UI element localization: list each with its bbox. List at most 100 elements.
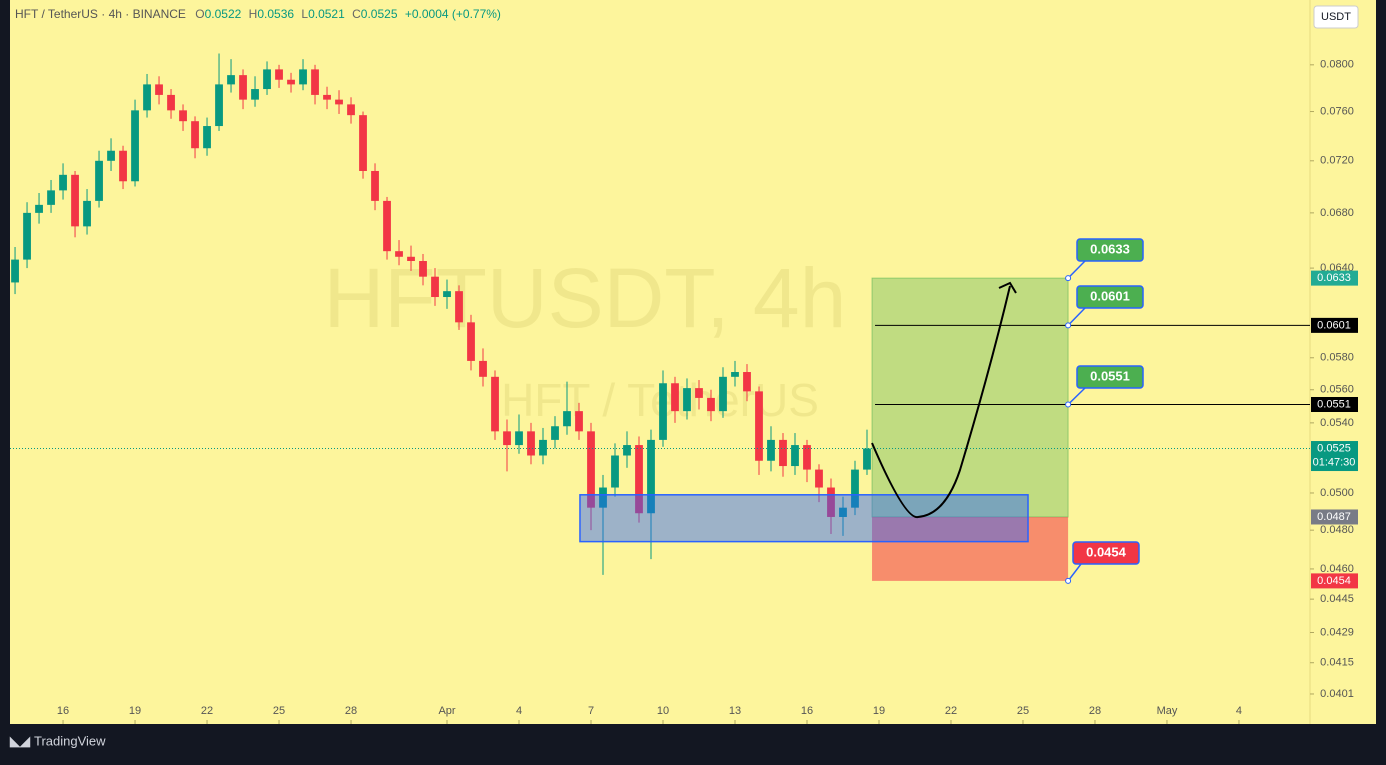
y-tick-label: 0.0760 [1320, 105, 1354, 117]
callout-box [1076, 285, 1144, 309]
c-value: 0.0525 [361, 7, 398, 21]
candle-body [539, 439, 547, 456]
candle-body [35, 204, 43, 213]
l-value: 0.0521 [308, 7, 345, 21]
x-tick-label: 13 [729, 705, 741, 717]
price-badge-label: 0.0487 [1317, 511, 1351, 523]
candle-body [455, 291, 463, 323]
candle-body [647, 439, 655, 514]
candle-body [803, 445, 811, 470]
candle-body [275, 69, 283, 80]
candle-body [839, 507, 847, 517]
callout-box [1076, 365, 1144, 389]
callout-anchor [1065, 275, 1072, 282]
candle-body [263, 69, 271, 90]
y-tick-label: 0.0680 [1320, 207, 1354, 219]
currency-button[interactable] [1313, 5, 1359, 29]
y-tick-label: 0.0560 [1320, 384, 1354, 396]
x-tick-label: 28 [345, 705, 357, 717]
candle-body [479, 360, 487, 377]
y-tick-label: 0.0500 [1320, 487, 1354, 499]
candle-body [83, 200, 91, 227]
brand[interactable]: TradingView [34, 733, 106, 748]
y-tick-label: 0.0429 [1320, 626, 1354, 638]
callout-label: 0.0601 [1090, 288, 1130, 303]
price-badge-label: 0.0454 [1317, 575, 1351, 587]
x-tick-label: 16 [57, 705, 69, 717]
candle-body [107, 150, 115, 161]
candle-body [719, 376, 727, 412]
currency[interactable]: USDT [1321, 11, 1351, 23]
candle-body [287, 79, 295, 85]
candle-body [563, 411, 571, 427]
callout-label: 0.0454 [1086, 544, 1127, 559]
x-tick-label: 16 [801, 705, 813, 717]
candle-body [167, 94, 175, 111]
forecast-arrow [871, 285, 1011, 519]
callout-anchor [1065, 322, 1072, 329]
x-tick-label: 10 [657, 705, 669, 717]
demand-zone [579, 494, 1029, 543]
callout-label: 0.0551 [1090, 368, 1130, 383]
candle-body [683, 388, 691, 412]
candle-body [335, 99, 343, 105]
x-tick-label: 22 [945, 705, 957, 717]
price-badge [1311, 270, 1358, 286]
callout-anchor [1065, 577, 1072, 584]
candle-body [359, 115, 367, 171]
candle-body [767, 439, 775, 461]
x-tick-label: 25 [1017, 705, 1029, 717]
candle-body [431, 276, 439, 298]
logo-mark: ◣◢ [9, 733, 31, 748]
callout-connector [1067, 387, 1086, 406]
price-badge-label: 0.0551 [1317, 398, 1351, 410]
candle-body [599, 487, 607, 508]
plot-layer: 0.08000.07600.07200.06800.06400.05800.05… [10, 53, 1358, 724]
price-badge-label: 0.0525 [1317, 442, 1351, 454]
price-badge [1311, 441, 1358, 472]
candle-body [347, 104, 355, 116]
candle-body [191, 121, 199, 149]
candle-body [179, 110, 187, 122]
x-tick-label: Apr [438, 705, 455, 717]
candle-body [575, 411, 583, 432]
callout-anchor [1065, 401, 1072, 408]
candle-body [443, 291, 451, 298]
change: +0.0004 (+0.77%) [405, 7, 501, 21]
callout-box [1076, 238, 1144, 262]
candle-body [119, 150, 127, 182]
candle-body [587, 431, 595, 508]
o-value: 0.0522 [205, 7, 242, 21]
candle-body [515, 431, 523, 446]
callout-connector [1067, 260, 1086, 279]
candle-body [815, 469, 823, 488]
x-tick-label: 7 [588, 705, 594, 717]
candle-body [731, 372, 739, 377]
candle-body [251, 89, 259, 100]
price-badge-label: 0.0601 [1317, 319, 1351, 331]
x-tick-label: 22 [201, 705, 213, 717]
candle-body [671, 383, 679, 412]
candle-body [779, 439, 787, 467]
candle-body [71, 174, 79, 227]
header: HFT / TetherUS · 4h · BINANCE O0.0522 H0… [15, 7, 501, 21]
candle-body [551, 426, 559, 440]
arrow-head [998, 281, 1017, 294]
target-area [871, 277, 1069, 518]
candle-body [59, 174, 67, 191]
candle-body [635, 445, 643, 514]
candle-body [203, 126, 211, 149]
x-tick-label: 25 [273, 705, 285, 717]
y-tick-label: 0.0720 [1320, 155, 1354, 167]
candle-body [863, 448, 871, 470]
o-label: O [195, 7, 204, 21]
candle-body [827, 487, 835, 517]
y-tick-label: 0.0800 [1320, 59, 1354, 71]
candle-body [467, 322, 475, 361]
price-badge [1311, 509, 1358, 525]
candle-body [851, 469, 859, 508]
candle-body [323, 94, 331, 100]
y-tick-label: 0.0445 [1320, 593, 1354, 605]
candle-body [215, 84, 223, 127]
